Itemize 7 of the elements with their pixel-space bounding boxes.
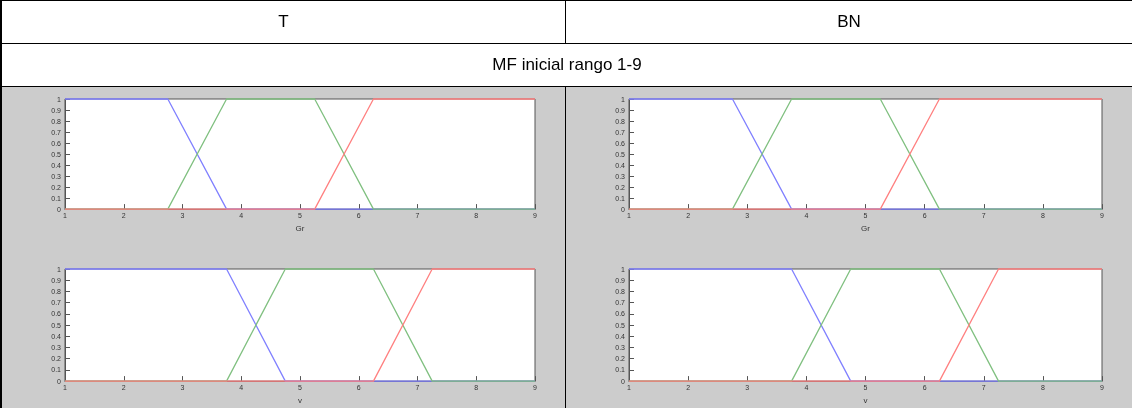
x-axis-title: Gr — [861, 223, 871, 233]
chart-title: T — [2, 1, 566, 44]
x-axis-title: Gr — [295, 223, 305, 233]
chart-subtitle: MF inicial rango 1-9 — [2, 44, 1132, 87]
x-axis-title: v — [863, 395, 868, 405]
x-axis-title: v — [298, 395, 302, 405]
chart-title: BN — [566, 1, 1132, 44]
